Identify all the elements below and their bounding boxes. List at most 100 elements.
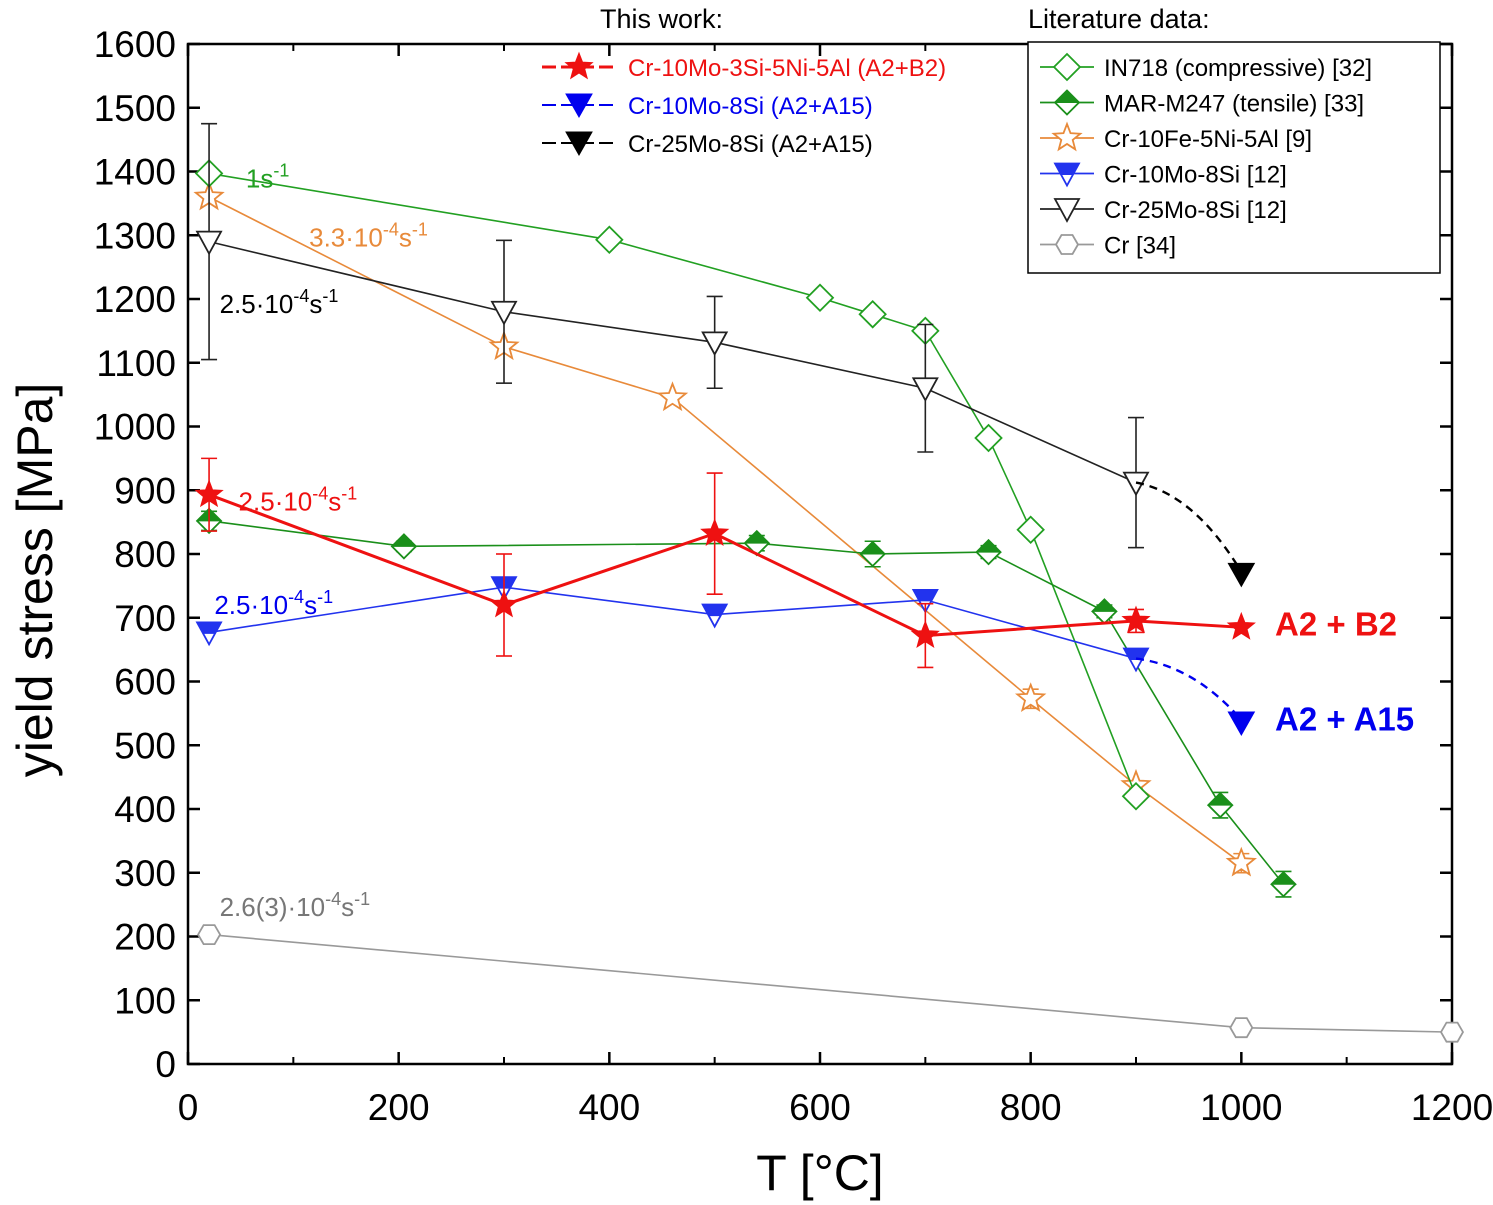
triangle-shape [490,300,518,326]
legend-marker [564,51,594,80]
y-tick-label: 500 [114,725,176,766]
hexagon-shape [1054,234,1080,255]
legend-entry-cr-pure: Cr [34] [1040,233,1176,260]
series-cr-pure [197,924,1465,1043]
x-tick-label: 800 [1000,1087,1062,1128]
star-shape [194,479,224,508]
triangle-shape [701,331,729,357]
legend-marker [1051,121,1083,152]
legend-entry-cr25mo8si-this: Cr-25Mo-8Si (A2+A15) [542,131,873,158]
legend-marker [565,131,593,157]
data-point [656,381,689,412]
series-line [208,240,1137,484]
series-mar-m247 [195,507,1297,898]
star-shape [1051,121,1083,152]
y-tick-label: 200 [114,917,176,958]
data-point [858,300,887,329]
data-point [390,533,418,560]
data-point [1227,562,1256,588]
y-tick-label: 1500 [94,88,176,129]
diamond-fill [390,533,418,547]
extrapolation-curve [1135,657,1243,721]
star-shape [1225,846,1257,877]
strain-rate-label: 2.6(3)·10-4s-1 [220,889,371,922]
data-point [1121,781,1151,811]
data-point [700,518,730,547]
diamond-fill [743,530,771,544]
hexagon-shape [197,924,222,945]
x-tick-label: 600 [789,1087,851,1128]
data-point [1206,791,1234,819]
diamond-shape [595,225,624,254]
legend-label: Cr-25Mo-8Si (A2+A15) [628,131,873,158]
legend-this-work-title: This work: [600,4,723,34]
star-shape [700,518,730,547]
star-shape [1015,682,1047,713]
diamond-shape [805,283,835,312]
legend-entry-cr25mo8si-lit: Cr-25Mo-8Si [12] [1040,197,1287,224]
data-point [1015,682,1047,713]
triangle-fill [912,589,939,602]
legend-label: MAR-M247 (tensile) [33] [1104,91,1364,118]
diamond-shape [1016,515,1045,545]
data-point [910,620,940,649]
data-point [194,479,224,508]
series-line [208,586,1137,660]
series-cr-mo-si-ni-al [194,457,1256,669]
y-tick-label: 1600 [94,24,176,65]
series-cr10fe5ni5al [193,180,1257,877]
data-point [859,540,886,568]
triangle-fill [701,604,728,617]
x-tick-label: 200 [368,1087,430,1128]
legend-entry-cr10mo8si-lit: Cr-10Mo-8Si [12] [1040,162,1287,189]
legend-marker [1053,162,1081,188]
legend-entry-cr-mo-si-ni-al: Cr-10Mo-3Si-5Ni-5Al (A2+B2) [542,51,946,82]
literature-legend-box [1027,41,1441,274]
star-shape [489,589,519,618]
triangle-shape [195,230,223,256]
strain-rate-label: 2.5·10-4s-1 [239,484,358,517]
axes: 0 200 400 600 800 1000 1200 0 100 200 300 400 500 600… [94,24,1493,1128]
annotations: 1s-1 3.3·10-4s-1 2.5·10-4s-1 2.5·10-4s-1 2.5… [214,160,1414,922]
star-shape [564,51,594,80]
legend-entry-mar-m247: MAR-M247 (tensile) [33] [1040,89,1364,118]
series-layer [193,122,1465,1043]
x-tick-label: 0 [178,1087,199,1128]
diamond-fill [1053,89,1081,103]
data-point [1229,1017,1254,1039]
series-line [208,520,1285,885]
legend-marker [1054,234,1080,255]
hexagon-shape [1439,1021,1465,1043]
diamond-fill [1270,871,1297,885]
data-point [489,589,519,618]
legend-label: Cr-10Mo-8Si (A2+A15) [628,93,873,120]
strain-rate-label: 2.5·10-4s-1 [214,587,333,620]
data-point [1091,598,1118,625]
y-tick-label: 0 [155,1044,176,1085]
legend-label: Cr-25Mo-8Si [12] [1104,197,1287,224]
diamond-fill [1091,598,1118,612]
legend-marker [1052,52,1082,82]
legend: This work: Literature data: Cr-10Mo-3Si-5N… [542,4,1441,274]
diamond-fill [975,539,1002,553]
diamond-shape [1121,781,1151,811]
data-point [195,621,223,647]
legend-entry-cr10mo8si-this: Cr-10Mo-8Si (A2+A15) [542,93,873,120]
legend-label: IN718 (compressive) [32] [1104,55,1372,82]
legend-label: Cr-10Mo-3Si-5Ni-5Al (A2+B2) [628,55,946,82]
y-axis-title: yield stress [MPa] [7,383,63,778]
triangle-fill [196,621,222,634]
series-line [208,196,1242,864]
series-cr10mo8si-lit [195,576,1150,673]
legend-entry-cr10fe5ni5al: Cr-10Fe-5Ni-5Al [9] [1040,121,1312,153]
triangle-shape [1227,711,1256,736]
series-in718 [194,159,1151,811]
series-cr10mo8si-this [1135,657,1256,736]
series-cr25mo8si-this [1135,481,1256,588]
y-tick-label: 100 [114,980,176,1021]
data-point [1016,515,1045,545]
star-shape [656,381,689,412]
star-shape [1121,605,1151,634]
hexagon-shape [1229,1017,1254,1039]
